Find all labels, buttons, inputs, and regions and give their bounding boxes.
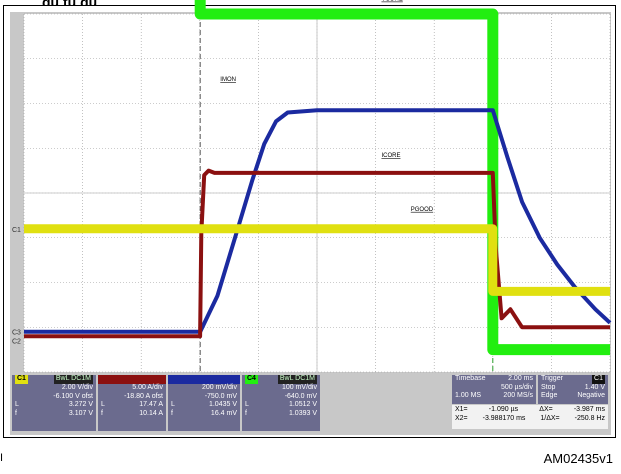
channel-c3-panel: 200 mV/div -750.0 mV L 1.0435 V f 16.4 mV <box>168 375 240 431</box>
trigger-cell: Edge <box>541 392 558 399</box>
c4-readout-row: 100 mV/div <box>242 384 320 393</box>
c2-readout-cell: 10.14 A <box>139 409 163 417</box>
timebase-cell: 2.00 ms <box>508 375 533 382</box>
c1-tag: BwL DC1M <box>53 375 93 384</box>
trigger-title: Trigger <box>541 375 563 382</box>
c3-readout-cell: 16.4 mV <box>210 409 237 417</box>
c3-readout-cell: -750.0 mV <box>204 392 237 400</box>
trigger-cell: Stop <box>541 383 556 391</box>
cursor-cell: -250.8 Hz <box>574 415 605 422</box>
cursor-row: X2= -3.988170 ms 1/ΔX= -250.8 Hz <box>452 414 608 423</box>
trace-pgood <box>24 224 610 296</box>
cursor-row: X1= -1.090 µs ΔX= -3.987 ms <box>452 405 608 414</box>
c4-badge: C4 <box>245 375 258 384</box>
c1-readout-row: 2.00 V/div <box>12 384 96 393</box>
c2-readout-row: -18.80 A ofst <box>98 393 166 402</box>
c3-readout-row: -750.0 mV <box>168 393 240 402</box>
c3-readout-cell: L <box>171 401 175 408</box>
trace-label: PGOOD <box>411 207 434 213</box>
c3-readout-row: L 1.0435 V <box>168 401 240 410</box>
c2-readout-cell: L <box>101 401 105 408</box>
c2-readout-cell: 5.00 A/div <box>132 384 163 391</box>
trigger-row: Stop 1.40 V <box>538 384 608 393</box>
timebase-panel: Timebase 2.00 ms 500 µs/div 1.00 MS 200 MS/s <box>452 375 536 404</box>
c1-readout-row: L 3.272 V <box>12 401 96 410</box>
c4-readout-cell: 1.0512 V <box>288 401 317 408</box>
c1-readout-cell: L <box>15 401 19 408</box>
c4-readout-row: -640.0 mV <box>242 393 320 402</box>
c1-badge: C1 <box>15 375 28 384</box>
trace-label: ICORE <box>381 153 400 159</box>
trace-vcore <box>194 0 610 356</box>
c1-readout-cell: 2.00 V/div <box>61 384 93 391</box>
trace-label: IMON <box>220 77 236 83</box>
c3-readout-cell: 200 mV/div <box>201 384 237 391</box>
channel-marker: C3 <box>12 330 21 337</box>
trigger-panel: Trigger C1 Stop 1.40 V Edge Negative <box>538 375 608 404</box>
c2-readout-cell: 17.47 A <box>139 401 163 408</box>
c4-readout-cell: L <box>245 401 249 408</box>
cursor-cell: -3.988170 ms <box>482 415 526 422</box>
c4-tag: BwL DC1M <box>277 375 317 384</box>
trace-label: VCORE <box>381 0 402 3</box>
corner-mark: I <box>0 452 4 464</box>
c4-readout-cell: 100 mV/div <box>281 384 317 391</box>
channel-c2-panel: 5.00 A/div -18.80 A ofst L 17.47 A f 10.14 A <box>98 375 166 431</box>
c3-readout-row: 200 mV/div <box>168 384 240 393</box>
timebase-row: Timebase 2.00 ms <box>452 375 536 384</box>
c4-readout-cell: -640.0 mV <box>284 392 317 400</box>
c4-readout-row: L 1.0512 V <box>242 401 320 410</box>
cursor-cell: -1.090 µs <box>488 406 519 413</box>
c1-readout-cell: 3.107 V <box>68 409 93 417</box>
c2-readout-cell: f <box>101 409 103 417</box>
timebase-cell: 500 µs/div <box>500 383 533 391</box>
c3-readout-cell: 1.0435 V <box>208 401 237 408</box>
c2-readout-row: 5.00 A/div <box>98 384 166 393</box>
c3-readout-cell: f <box>171 409 173 417</box>
c1-readout-cell: f <box>15 409 17 417</box>
cursor-cell: ΔX= <box>539 406 553 413</box>
channel-marker: C2 <box>12 339 21 346</box>
c2-readout-row: f 10.14 A <box>98 410 166 419</box>
c1-readout-row: -6.100 V ofst <box>12 393 96 402</box>
c1-readout-cell: 3.272 V <box>68 401 93 408</box>
trigger-row: Edge Negative <box>538 392 608 401</box>
figure-id: AM02435v1 <box>543 451 613 466</box>
cursor-cell: X2= <box>455 415 468 422</box>
cursor-readout: X1= -1.090 µs ΔX= -3.987 ms X2= -3.988170 ms 1… <box>452 405 608 429</box>
c4-readout-cell: 1.0393 V <box>288 409 317 417</box>
timebase-cell: Timebase <box>455 375 486 382</box>
c4-readout-row: f 1.0393 V <box>242 410 320 419</box>
channel-c1-panel: C1 BwL DC1M 2.00 V/div -6.100 V ofst L 3.27… <box>12 375 96 431</box>
timebase-row: 1.00 MS 200 MS/s <box>452 392 536 401</box>
c1-readout-cell: -6.100 V ofst <box>53 392 93 400</box>
channel-c4-panel: C4 BwL DC1M 100 mV/div -640.0 mV L 1.0512 V… <box>242 375 320 431</box>
c1-readout-row: f 3.107 V <box>12 410 96 419</box>
c2-readout-cell: -18.80 A ofst <box>124 392 163 400</box>
channel-marker: C1 <box>12 227 21 234</box>
timebase-row: 500 µs/div <box>452 384 536 393</box>
trigger-badge: C1 <box>592 375 605 384</box>
cursor-cell: X1= <box>455 406 468 413</box>
c3-readout-row: f 16.4 mV <box>168 410 240 419</box>
timebase-cell: 1.00 MS <box>455 392 482 399</box>
trigger-cell: Negative <box>577 392 605 399</box>
c2-readout-row: L 17.47 A <box>98 401 166 410</box>
c4-readout-cell: f <box>245 409 247 417</box>
cursor-cell: -3.987 ms <box>573 406 605 413</box>
trigger-cell: 1.40 V <box>584 383 605 391</box>
trace-imon <box>24 108 612 334</box>
timebase-cell: 200 MS/s <box>503 392 533 399</box>
cursor-cell: 1/ΔX= <box>540 415 560 422</box>
